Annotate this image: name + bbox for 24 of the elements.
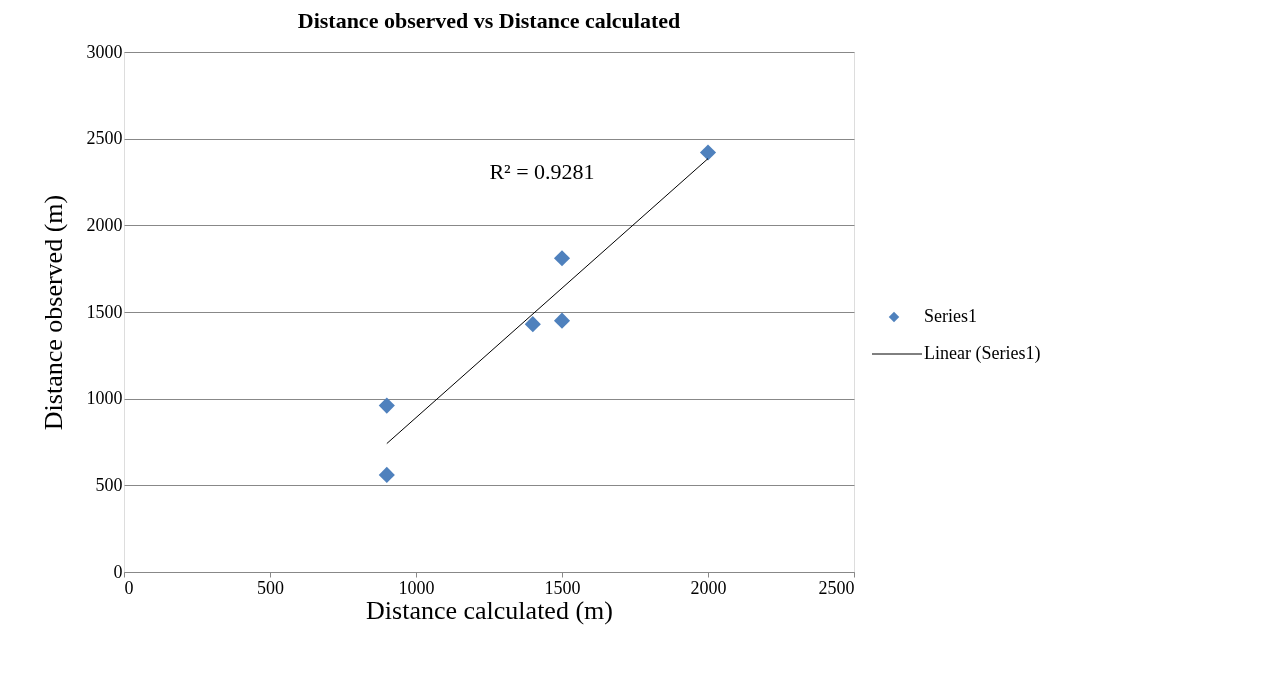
- x-tick-label: 2500: [818, 577, 855, 598]
- point: [378, 397, 395, 414]
- y-tick-label: 0: [113, 561, 123, 582]
- point: [699, 144, 717, 161]
- chart-title: Distance observed vs Distance calculated: [297, 8, 681, 33]
- point: [378, 466, 395, 483]
- point: [524, 316, 541, 333]
- legend-label: Linear (Series1): [924, 343, 1041, 364]
- x-tick-label: 1500: [544, 577, 581, 598]
- y-tick-label: 3000: [86, 41, 123, 62]
- legend-label: Series1: [924, 306, 977, 326]
- y-tick-label: 1500: [86, 301, 123, 322]
- x-axis-title: Distance calculated (m): [366, 595, 613, 625]
- y-tick-label: 2000: [86, 214, 123, 235]
- y-tick-label: 2500: [86, 128, 123, 149]
- x-tick-label: 2000: [690, 577, 727, 598]
- x-tick-label: 1000: [398, 577, 435, 598]
- point: [553, 250, 571, 267]
- x-tick-label: 500: [257, 577, 284, 598]
- y-tick-label: 1000: [86, 388, 123, 409]
- y-axis-title: Distance observed (m): [38, 194, 68, 431]
- y-tick-label: 500: [95, 474, 123, 495]
- point: [553, 312, 571, 329]
- annotation: R² = 0.9281: [489, 159, 595, 184]
